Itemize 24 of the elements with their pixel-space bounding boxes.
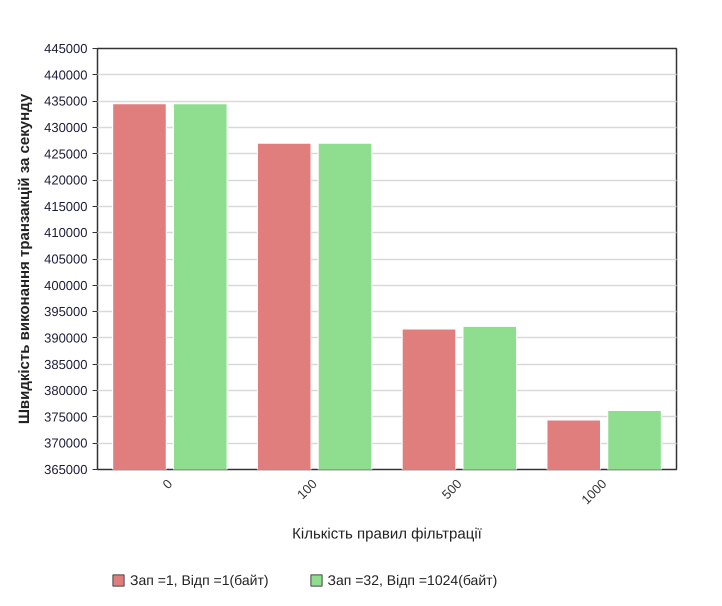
y-axis-title: Швидкість виконання транзакцій за секунду bbox=[16, 93, 34, 424]
y-tick-label: 430000 bbox=[44, 120, 88, 135]
y-tick-label: 410000 bbox=[44, 225, 88, 240]
legend-label: Зап =32, Відп =1024(байт) bbox=[328, 572, 498, 588]
y-tick-label: 390000 bbox=[44, 330, 88, 346]
x-tick-label: 500 bbox=[438, 476, 465, 502]
y-tick-label: 420000 bbox=[44, 172, 88, 188]
y-tick-label: 400000 bbox=[44, 278, 88, 293]
legend-label: Зап =1, Відп =1(байт) bbox=[130, 572, 269, 588]
x-tick-label: 100 bbox=[294, 476, 320, 502]
x-axis-title: Кількість правил фільтрації bbox=[292, 525, 483, 542]
y-tick-label: 365000 bbox=[44, 462, 88, 477]
y-tick-label: 375000 bbox=[44, 409, 88, 424]
y-tick-label: 405000 bbox=[44, 252, 88, 266]
y-tick-label: 415000 bbox=[44, 198, 88, 214]
y-tick-label: 385000 bbox=[44, 356, 88, 372]
y-tick-label: 395000 bbox=[44, 304, 88, 320]
y-tick-label: 435000 bbox=[44, 94, 88, 109]
y-tick-label: 425000 bbox=[44, 146, 88, 162]
y-tick-label: 380000 bbox=[44, 383, 88, 398]
x-tick-label: 0 bbox=[159, 476, 176, 492]
y-tick-label: 370000 bbox=[44, 436, 88, 451]
y-tick-label: 445000 bbox=[44, 41, 88, 56]
y-tick-label: 440000 bbox=[44, 67, 88, 82]
